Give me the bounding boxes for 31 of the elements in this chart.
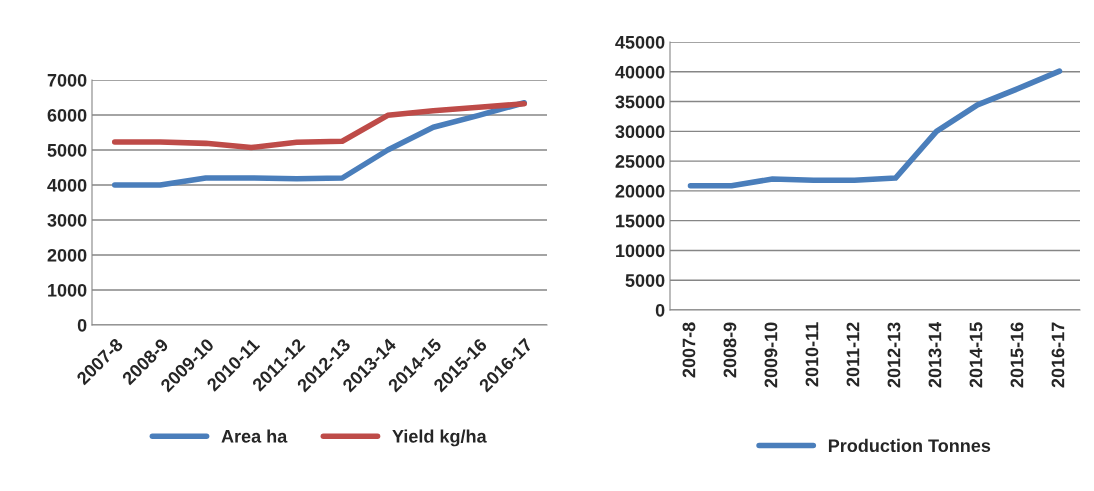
- y-tick-label: 20000: [615, 184, 665, 198]
- y-tick-label: 5000: [47, 143, 87, 157]
- y-tick-label: 7000: [47, 73, 87, 87]
- legend-label: Area ha: [221, 429, 288, 443]
- x-tick-label: 2015-16: [1010, 322, 1024, 388]
- y-tick-label: 15000: [616, 214, 665, 228]
- y-tick-label: 45000: [615, 35, 665, 49]
- y-tick-label: 30000: [615, 125, 665, 139]
- y-tick-label: 4000: [47, 178, 87, 192]
- x-tick-label: 2013-14: [928, 321, 942, 388]
- y-tick-label: 2000: [47, 248, 87, 262]
- x-tick-label: 2012-13: [887, 322, 901, 388]
- x-tick-label: 2010-11: [805, 322, 819, 387]
- y-tick-label: 35000: [615, 95, 665, 109]
- legend-label: Yield kg/ha: [392, 429, 487, 447]
- y-tick-label: 40000: [615, 65, 665, 79]
- x-tick-label: 2016-17: [1051, 322, 1065, 388]
- y-tick-label: 6000: [47, 108, 87, 122]
- x-tick-label: 2007-8: [682, 322, 696, 378]
- x-tick-label: 2014-15: [969, 322, 983, 388]
- y-tick-label: 3000: [47, 213, 87, 227]
- x-tick-label: 2009-10: [764, 322, 778, 388]
- x-tick-label: 2008-9: [723, 322, 737, 378]
- y-tick-label: 0: [655, 303, 665, 317]
- y-tick-label: 0: [77, 318, 87, 332]
- y-tick-label: 5000: [625, 274, 665, 287]
- x-tick-label: 2011-12: [846, 322, 860, 387]
- y-tick-label: 10000: [616, 244, 665, 258]
- legend-label: Production Tonnes: [828, 438, 991, 453]
- y-tick-label: 25000: [615, 155, 665, 168]
- y-tick-label: 1000: [48, 283, 87, 297]
